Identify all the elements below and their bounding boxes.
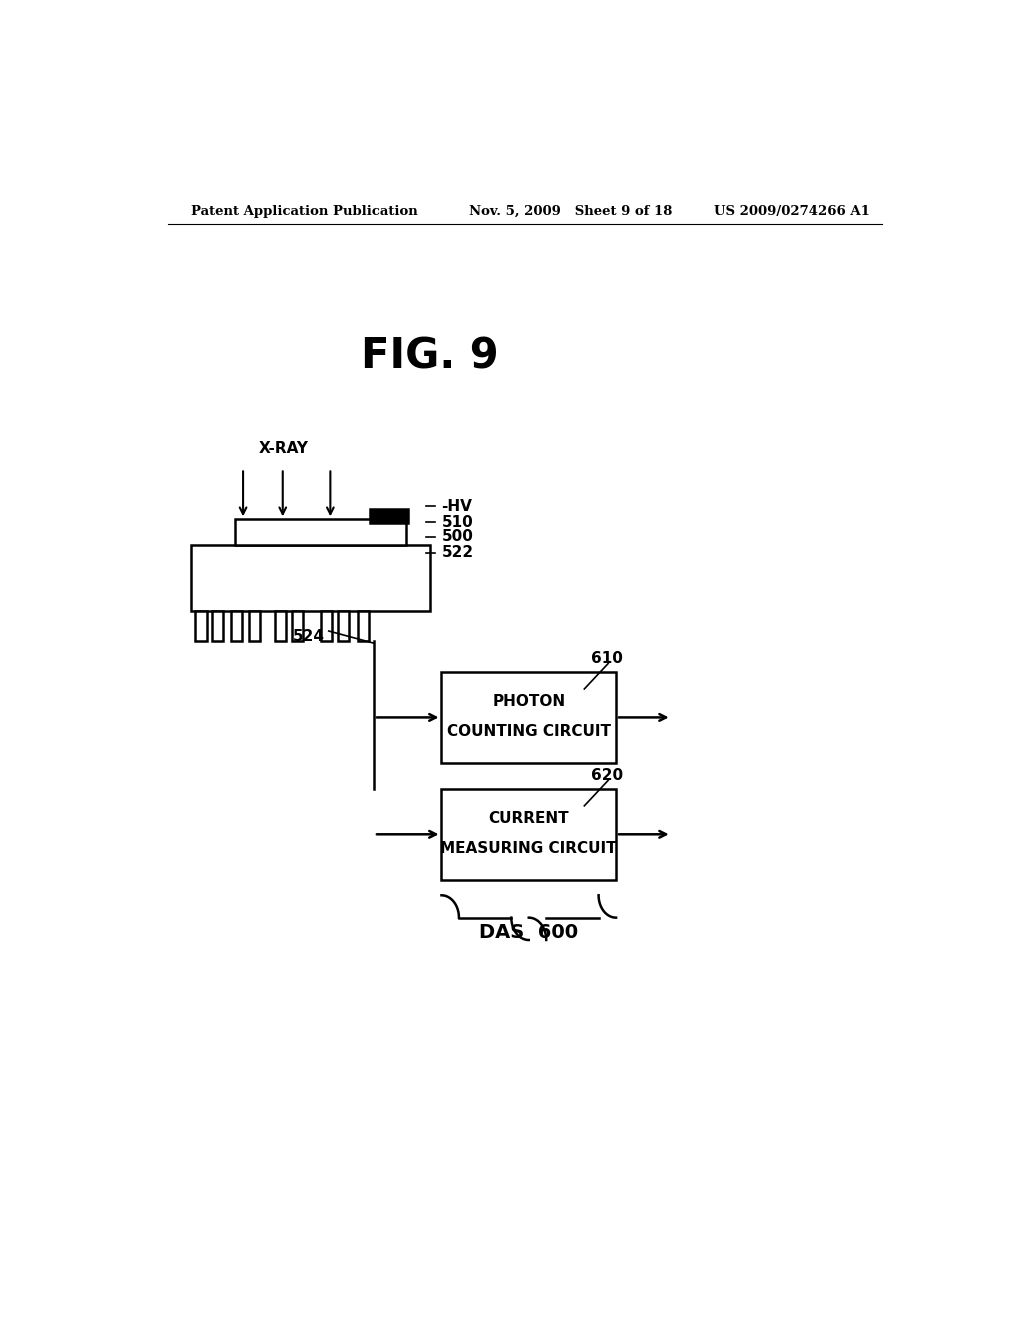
- Text: -HV: -HV: [441, 499, 472, 513]
- Text: 610: 610: [591, 651, 623, 667]
- Text: 500: 500: [441, 529, 473, 544]
- Text: 620: 620: [591, 768, 623, 783]
- Bar: [441, 788, 616, 880]
- Bar: [274, 611, 286, 642]
- Bar: [231, 611, 243, 642]
- Text: PHOTON: PHOTON: [493, 693, 565, 709]
- Bar: [370, 510, 409, 523]
- Bar: [196, 611, 207, 642]
- Text: DAS  600: DAS 600: [479, 924, 579, 942]
- Text: US 2009/0274266 A1: US 2009/0274266 A1: [714, 205, 870, 218]
- Bar: [292, 611, 303, 642]
- Text: X-RAY: X-RAY: [259, 441, 309, 455]
- Bar: [321, 611, 332, 642]
- Bar: [249, 611, 260, 642]
- Text: 522: 522: [441, 545, 473, 560]
- Bar: [212, 611, 223, 642]
- Bar: [191, 545, 430, 611]
- Text: COUNTING CIRCUIT: COUNTING CIRCUIT: [446, 725, 610, 739]
- Text: CURRENT: CURRENT: [488, 810, 569, 825]
- Text: 510: 510: [441, 515, 473, 529]
- Bar: [338, 611, 348, 642]
- Text: 524: 524: [293, 628, 325, 644]
- Bar: [358, 611, 370, 642]
- Text: Nov. 5, 2009   Sheet 9 of 18: Nov. 5, 2009 Sheet 9 of 18: [469, 205, 673, 218]
- Text: MEASURING CIRCUIT: MEASURING CIRCUIT: [440, 841, 617, 857]
- Bar: [441, 672, 616, 763]
- Bar: [236, 519, 406, 545]
- Text: FIG. 9: FIG. 9: [360, 335, 499, 378]
- Text: Patent Application Publication: Patent Application Publication: [191, 205, 418, 218]
